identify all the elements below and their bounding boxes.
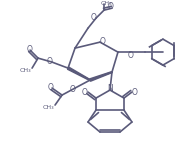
- Polygon shape: [90, 72, 112, 81]
- Text: O: O: [70, 85, 76, 94]
- Text: O: O: [132, 88, 138, 97]
- Text: O: O: [82, 88, 88, 97]
- Text: O: O: [91, 13, 97, 22]
- Text: O: O: [26, 45, 32, 54]
- Text: CH₃: CH₃: [100, 1, 112, 6]
- Text: O: O: [100, 37, 106, 46]
- Text: O: O: [108, 2, 114, 11]
- Text: O: O: [47, 57, 53, 66]
- Text: N: N: [107, 84, 113, 93]
- Text: CH₃: CH₃: [42, 105, 54, 110]
- Text: O: O: [128, 51, 134, 60]
- Text: O: O: [48, 83, 54, 92]
- Text: CH₃: CH₃: [19, 68, 31, 73]
- Polygon shape: [67, 67, 90, 80]
